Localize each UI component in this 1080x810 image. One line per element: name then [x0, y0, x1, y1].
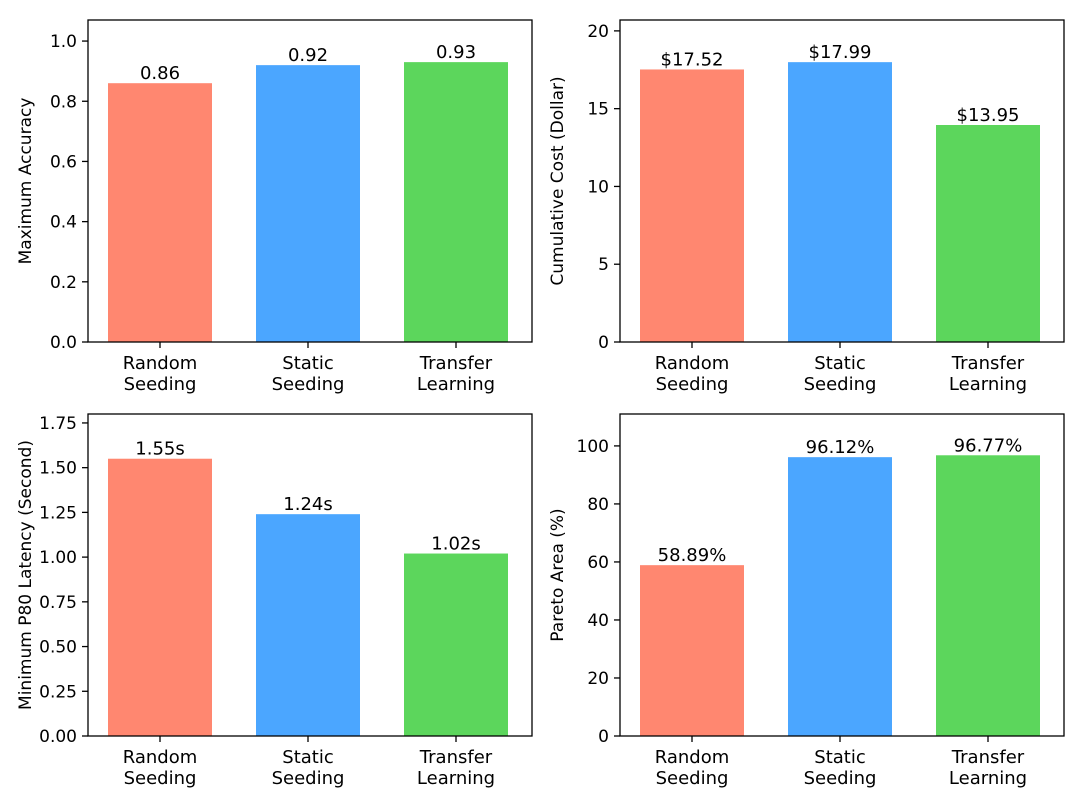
bar-3 [404, 62, 508, 343]
chart-panel-4: 58.89%96.12% 96.77%020406080100RandomSeed… [548, 413, 1065, 789]
y-tick-label: 0 [598, 727, 609, 747]
y-tick-label: 0 [598, 333, 609, 353]
y-tick-label: 1.0 [50, 32, 77, 52]
bar-value-label: 58.89% [658, 545, 727, 566]
category-label: Seeding [804, 374, 877, 395]
y-tick-label: 0.2 [50, 273, 77, 293]
category-label: Random [123, 353, 198, 374]
y-tick-label: 20 [587, 22, 609, 42]
y-tick-label: 1.25 [39, 503, 77, 523]
bar-value-label: 1.24s [283, 494, 332, 515]
category-label: Transfer [419, 353, 493, 374]
plot-frame [87, 413, 533, 737]
y-tick-label: 1.50 [39, 459, 77, 479]
y-tick-label: 10 [587, 177, 609, 197]
bar-2 [256, 514, 360, 736]
category-label: Random [655, 353, 730, 374]
y-tick-label: 1.75 [39, 414, 77, 434]
chart-panel-3: 1.55s 1.24s 1.02s 0.00 0.25 0.50 0.75 1.00 1.25 1… [16, 413, 533, 789]
bar-3 [936, 125, 1040, 342]
y-tick-label: 100 [577, 437, 609, 457]
category-label: Seeding [272, 374, 345, 395]
bar-value-label: 0.86 [140, 63, 180, 84]
y-tick-label: 0.25 [39, 682, 77, 702]
plot-frame [619, 19, 1065, 343]
category-label: Seeding [124, 374, 197, 395]
y-tick-label: 80 [587, 495, 609, 515]
category-label: Learning [949, 768, 1027, 789]
bar-value-label: 1.02s [431, 534, 480, 555]
y-tick-label: 0.6 [50, 152, 77, 172]
chart-panel-2: $17.52 $17.99$13.9505101520RandomSeedingS… [548, 19, 1065, 395]
y-tick-label: 40 [587, 611, 609, 631]
y-tick-label: 5 [598, 255, 609, 275]
category-label: Seeding [804, 768, 877, 789]
bar-1 [640, 69, 744, 342]
category-label: Learning [417, 374, 495, 395]
bar-1 [108, 458, 212, 736]
category-label: Seeding [272, 768, 345, 789]
category-label: Static [814, 353, 865, 374]
y-axis-title: Pareto Area (%) [548, 508, 568, 641]
y-tick-label: 0.8 [50, 92, 77, 112]
bar-value-label: 0.93 [436, 42, 476, 63]
category-label: Learning [949, 374, 1027, 395]
bar-value-label: 0.92 [288, 45, 328, 66]
y-tick-label: 0.00 [39, 727, 77, 747]
bar-3 [404, 553, 508, 736]
y-tick-label: 15 [587, 100, 609, 120]
category-label: Seeding [656, 768, 729, 789]
bar-value-label: 96.77% [954, 435, 1023, 456]
category-label: Random [123, 747, 198, 768]
y-tick-label: 20 [587, 669, 609, 689]
y-tick-label: 1.00 [39, 548, 77, 568]
bar-value-label: 1.55s [135, 439, 184, 460]
y-tick-label: 60 [587, 553, 609, 573]
y-tick-label: 0.75 [39, 593, 77, 613]
category-label: Seeding [124, 768, 197, 789]
category-label: Transfer [951, 353, 1025, 374]
bar-3 [936, 455, 1040, 736]
plot-frame [87, 19, 533, 343]
category-label: Static [282, 353, 333, 374]
y-axis-title: Cumulative Cost (Dollar) [548, 76, 568, 285]
y-tick-label: 0.4 [50, 213, 77, 233]
bar-value-label: $17.99 [809, 42, 872, 63]
bar-value-label: $17.52 [661, 49, 724, 70]
bar-2 [256, 65, 360, 342]
category-label: Static [282, 747, 333, 768]
y-axis-title: Minimum P80 Latency (Second) [16, 440, 36, 710]
bar-2 [788, 62, 892, 343]
category-label: Transfer [419, 747, 493, 768]
bar-value-label: 96.12% [806, 437, 875, 458]
category-label: Transfer [951, 747, 1025, 768]
category-label: Static [814, 747, 865, 768]
y-tick-label: 0.50 [39, 638, 77, 658]
chart-panel-1: 0.860.92 0.930.00.20.40.60.81.0RandomSeed… [16, 19, 533, 395]
category-label: Seeding [656, 374, 729, 395]
bar-1 [640, 565, 744, 736]
plot-frame [619, 413, 1065, 737]
y-tick-label: 0.0 [50, 333, 77, 353]
bar-value-label: $13.95 [957, 105, 1020, 126]
bar-1 [108, 83, 212, 342]
bar-2 [788, 457, 892, 736]
category-label: Random [655, 747, 730, 768]
category-label: Learning [417, 768, 495, 789]
y-axis-title: Maximum Accuracy [16, 98, 36, 265]
